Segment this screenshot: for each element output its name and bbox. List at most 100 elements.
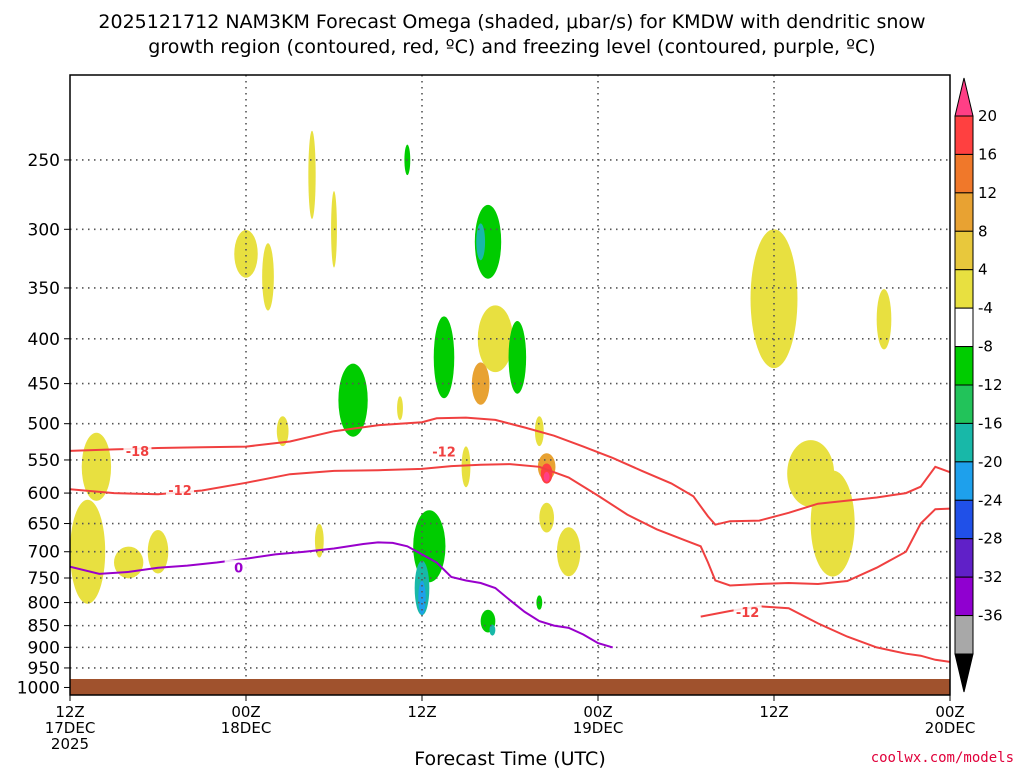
- time-tick-label: 17DEC: [45, 719, 96, 737]
- time-tick-label: 2025: [51, 735, 89, 753]
- contour-lines: -18 -12 -12 -12 0: [70, 416, 950, 663]
- chart-title-line-1: 2025121712 NAM3KM Forecast Omega (shaded…: [98, 11, 925, 33]
- colorbar-tick-label: -28: [978, 530, 1003, 548]
- colorbar-tick-label: -8: [978, 338, 993, 356]
- contour-label: -12: [736, 606, 760, 621]
- x-axis-label: Forecast Time (UTC): [414, 748, 605, 768]
- contour-label-bg: [224, 559, 253, 575]
- pressure-tick-label: 550: [28, 451, 60, 471]
- contour-label-bg: [123, 442, 152, 458]
- pressure-tick-label: 750: [28, 569, 60, 589]
- contour-label: -12: [168, 484, 192, 499]
- contour-line: [70, 463, 950, 587]
- colorbar-tick-label: -24: [978, 491, 1003, 509]
- credit-text: coolwx.com/models: [871, 750, 1014, 766]
- omega-shading-area: [474, 204, 502, 279]
- colorbar-segment: [954, 346, 974, 386]
- colorbar-segment: [954, 269, 974, 309]
- contour-line: [70, 416, 950, 526]
- time-tick-label: 12Z: [55, 703, 84, 721]
- omega-shading-area: [489, 624, 496, 636]
- pressure-tick-label: 600: [28, 484, 60, 504]
- colorbar-tick-label: 20: [978, 107, 997, 125]
- omega-shading-area: [276, 416, 289, 447]
- time-tick-label: 00Z: [935, 703, 964, 721]
- contour-label: -18: [126, 445, 150, 460]
- colorbar-segment: [954, 307, 974, 348]
- pressure-tick-label: 350: [28, 279, 60, 299]
- omega-shading-area: [234, 230, 258, 278]
- pressure-axis: 2503003504004505005506006507007508008509…: [17, 151, 70, 698]
- colorbar-segment: [954, 115, 974, 155]
- colorbar-tick-label: -36: [978, 607, 1003, 625]
- omega-shading-area: [70, 499, 106, 604]
- plot-area: [70, 75, 950, 695]
- time-tick-label: 12Z: [759, 703, 788, 721]
- pressure-tick-label: 450: [28, 375, 60, 395]
- omega-shading-area: [876, 289, 892, 350]
- omega-shading-area: [338, 363, 368, 437]
- omega-shading-area: [461, 446, 471, 488]
- colorbar-segment: [954, 615, 974, 655]
- pressure-tick-label: 700: [28, 543, 60, 563]
- omega-shading-area: [539, 502, 555, 533]
- plot-frame: [69, 74, 951, 696]
- omega-shading-area: [433, 316, 455, 399]
- omega-colorbar: 20 16 12 8 4 -4 -8 -12 -16 -20 -24 -28 -32 -36: [954, 77, 1003, 693]
- contour-label-bg: [733, 603, 762, 619]
- colorbar-segment: [954, 461, 974, 501]
- pressure-tick-label: 950: [28, 659, 60, 679]
- omega-shading-area: [471, 362, 490, 405]
- omega-shading-area: [308, 130, 316, 219]
- time-tick-label: 12Z: [407, 703, 436, 721]
- pressure-tick-label: 250: [28, 151, 60, 171]
- omega-shading-area: [508, 320, 527, 394]
- omega-shading-area: [147, 529, 169, 574]
- time-tick-label: 19DEC: [573, 719, 624, 737]
- ground-surface: [70, 678, 950, 695]
- colorbar-segment: [954, 384, 974, 424]
- colorbar-segment: [954, 576, 974, 617]
- colorbar-tick-label: -4: [978, 299, 993, 317]
- omega-shading-area: [476, 223, 486, 261]
- colorbar-segment: [954, 422, 974, 463]
- contour-label-bg: [430, 443, 458, 459]
- colorbar-tick-label: 8: [978, 222, 988, 240]
- time-tick-label: 00Z: [231, 703, 260, 721]
- colorbar-tick-label: -20: [978, 453, 1003, 471]
- colorbar-segment: [954, 153, 974, 194]
- pressure-tick-label: 650: [28, 515, 60, 535]
- colorbar-tick-label: -32: [978, 568, 1003, 586]
- pressure-tick-label: 500: [28, 415, 60, 435]
- colorbar-tick-label: -12: [978, 376, 1003, 394]
- omega-shading-area: [262, 243, 274, 311]
- contour-label: -12: [432, 446, 456, 461]
- time-tick-label: 18DEC: [221, 719, 272, 737]
- contour-label: 0: [234, 562, 243, 577]
- omega-shading-area: [477, 305, 513, 373]
- colorbar-top-arrow: [954, 77, 974, 117]
- pressure-tick-label: 800: [28, 594, 60, 614]
- colorbar-segment: [954, 192, 974, 232]
- omega-shading-area: [750, 229, 798, 369]
- pressure-tick-label: 850: [28, 617, 60, 637]
- pressure-tick-label: 1000: [17, 678, 60, 698]
- pressure-tick-label: 400: [28, 330, 60, 350]
- colorbar-segment: [954, 538, 974, 578]
- pressure-tick-label: 300: [28, 220, 60, 240]
- omega-shading-area: [543, 471, 550, 482]
- colorbar-segment: [954, 499, 974, 540]
- colorbar-bottom-arrow: [954, 653, 974, 693]
- time-tick-label: 20DEC: [925, 719, 976, 737]
- pressure-tick-label: 900: [28, 638, 60, 658]
- colorbar-segment: [954, 230, 974, 271]
- colorbar-tick-label: 12: [978, 184, 997, 202]
- chart-title-line-2: growth region (contoured, red, ºC) and f…: [148, 36, 875, 58]
- omega-shading-area: [397, 396, 403, 421]
- time-tick-label: 00Z: [583, 703, 612, 721]
- contour-line: [70, 541, 613, 649]
- colorbar-tick-label: 4: [978, 261, 988, 279]
- colorbar-tick-label: -16: [978, 414, 1003, 432]
